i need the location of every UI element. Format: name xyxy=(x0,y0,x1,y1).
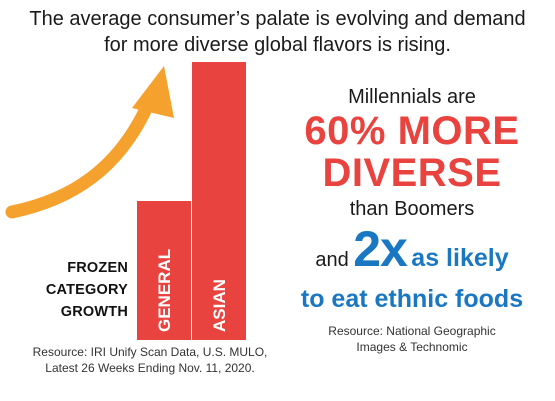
source-note-right: Resource: National Geographic Images & T… xyxy=(270,323,554,355)
diverse-line: DIVERSE xyxy=(322,151,502,195)
bar-general xyxy=(137,201,191,340)
source-right-line-1: Resource: National Geographic xyxy=(328,324,496,338)
likely-text: as likely xyxy=(411,244,509,272)
bar-label-general: GENERAL xyxy=(155,249,174,332)
multiplier-value: 2x xyxy=(353,221,408,277)
category-label-line-3: GROWTH xyxy=(60,304,128,320)
arrow-shaft xyxy=(5,93,157,219)
ethnic-foods-line: to eat ethnic foods xyxy=(300,285,524,313)
category-label: FROZEN CATEGORY GROWTH xyxy=(30,257,128,323)
category-label-line-2: CATEGORY xyxy=(45,282,128,298)
than-boomers-line: than Boomers xyxy=(349,198,475,220)
arrow-head xyxy=(132,66,174,118)
and-word: and xyxy=(315,249,349,271)
headline-line-1: The average consumer’s palate is evolvin… xyxy=(29,8,526,30)
growth-arrow xyxy=(5,66,174,219)
percent-more-line: 60% MORE xyxy=(304,109,520,153)
bar-asian xyxy=(192,62,246,340)
source-right-line-2: Images & Technomic xyxy=(356,340,468,354)
millennials-line: Millennials are xyxy=(348,86,476,108)
headline: The average consumer’s palate is evolvin… xyxy=(0,6,555,58)
source-note-left: Resource: IRI Unify Scan Data, U.S. MULO… xyxy=(0,344,300,376)
source-left-line-1: Resource: IRI Unify Scan Data, U.S. MULO… xyxy=(32,345,268,359)
bars: GENERAL ASIAN xyxy=(137,62,246,340)
multiplier-line: and 2x as likely xyxy=(270,224,554,285)
source-left-line-2: Latest 26 Weeks Ending Nov. 11, 2020. xyxy=(45,361,255,375)
headline-line-2: for more diverse global flavors is risin… xyxy=(104,34,451,56)
bar-label-asian: ASIAN xyxy=(210,279,229,332)
category-label-line-1: FROZEN xyxy=(67,260,128,276)
stats-panel: Millennials are 60% MORE DIVERSE than Bo… xyxy=(270,84,554,355)
